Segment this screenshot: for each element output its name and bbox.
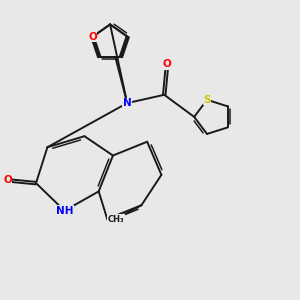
Text: CH₃: CH₃ [107,214,124,224]
Text: O: O [3,176,12,185]
Text: N: N [123,98,132,108]
Text: NH: NH [56,206,73,216]
Text: O: O [163,59,172,69]
Text: O: O [88,32,97,42]
Text: S: S [203,95,211,105]
